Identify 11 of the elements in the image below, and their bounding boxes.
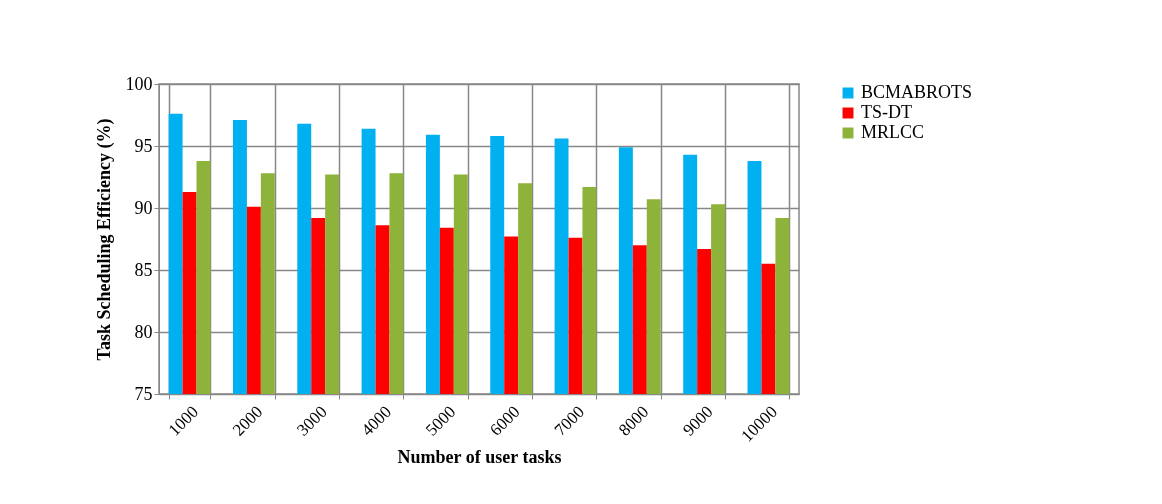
x-axis-title: Number of user tasks <box>397 446 562 467</box>
legend-label: TS-DT <box>861 102 912 122</box>
y-tick-label: 80 <box>134 321 153 342</box>
legend-label: BCMABROTS <box>861 82 973 102</box>
y-tick-label: 75 <box>134 383 153 404</box>
y-tick-label: 100 <box>125 73 153 94</box>
y-tick-label: 85 <box>134 259 153 280</box>
y-axis-title: Task Scheduling Efficiency (%) <box>93 118 115 361</box>
y-tick-label: 95 <box>134 135 153 156</box>
y-tick-label: 90 <box>134 197 153 218</box>
legend-label: MRLCC <box>861 122 925 142</box>
